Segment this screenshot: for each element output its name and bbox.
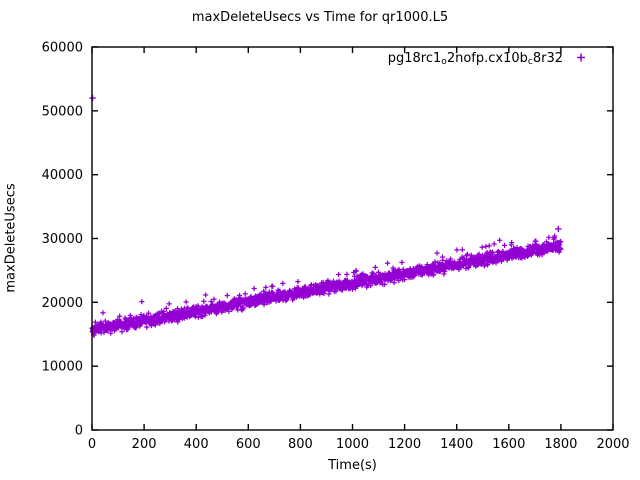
svg-text:1400: 1400: [440, 437, 473, 452]
svg-text:20000: 20000: [42, 296, 83, 311]
x-axis-ticks: 0 200 400 600 800 1000 1200 1400 1600 1800 2000: [88, 47, 630, 452]
legend: pg18rc1o2nofp.cx10bc8r32: [388, 51, 585, 67]
svg-text:10000: 10000: [42, 360, 83, 375]
svg-text:40000: 40000: [42, 168, 83, 183]
x-axis-title: Time(s): [328, 458, 377, 473]
svg-text:200: 200: [132, 437, 157, 452]
svg-text:pg18rc1o2nofp.cx10bc8r32: pg18rc1o2nofp.cx10bc8r32: [388, 51, 563, 67]
svg-text:30000: 30000: [42, 232, 83, 247]
svg-text:0: 0: [88, 437, 96, 452]
svg-text:2000: 2000: [596, 437, 629, 452]
svg-text:800: 800: [288, 437, 313, 452]
svg-text:50000: 50000: [42, 104, 83, 119]
svg-text:1000: 1000: [336, 437, 369, 452]
svg-text:60000: 60000: [42, 41, 83, 56]
data-points-scatter: [89, 94, 564, 338]
svg-text:1800: 1800: [544, 437, 577, 452]
svg-text:0: 0: [75, 424, 83, 439]
y-axis-ticks: 0 10000 20000 30000 40000 50000 60000: [42, 41, 613, 439]
axes-frame: [91, 46, 614, 431]
svg-text:1600: 1600: [492, 437, 525, 452]
svg-text:1200: 1200: [388, 437, 421, 452]
svg-text:600: 600: [236, 437, 261, 452]
chart-title: maxDeleteUsecs vs Time for qr1000.L5: [191, 10, 449, 25]
svg-text:400: 400: [184, 437, 209, 452]
